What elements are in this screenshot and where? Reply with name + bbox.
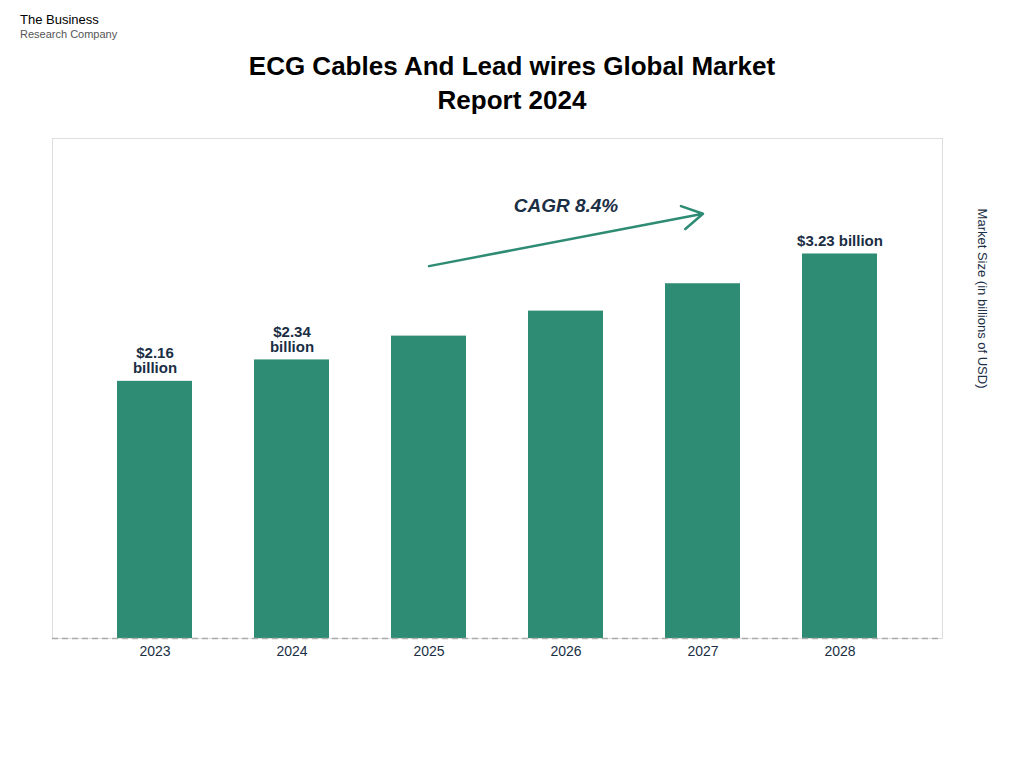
- svg-text:2023: 2023: [139, 643, 170, 659]
- svg-text:2028: 2028: [824, 643, 855, 659]
- html-text:ECG Cables And Lead wires Glob: ECG Cables And Lead wires Global Market …: [248, 51, 776, 115]
- svg-text:2025: 2025: [413, 643, 444, 659]
- svg-text:$3.23 billion: $3.23 billion: [797, 232, 883, 249]
- html-text:The Business: The Business: [20, 12, 99, 27]
- svg-text:$2.16billion: $2.16billion: [133, 344, 177, 376]
- svg-text:CAGR 8.4%: CAGR 8.4%: [514, 195, 619, 216]
- svg-text:2024: 2024: [276, 643, 307, 659]
- svg-text:2026: 2026: [550, 643, 581, 659]
- svg-text:2027: 2027: [687, 643, 718, 659]
- html-text:Research Company: Research Company: [20, 27, 118, 40]
- svg-text:Market Size (in billions of US: Market Size (in billions of USD): [975, 208, 990, 388]
- svg-text:$2.34billion: $2.34billion: [270, 323, 314, 355]
